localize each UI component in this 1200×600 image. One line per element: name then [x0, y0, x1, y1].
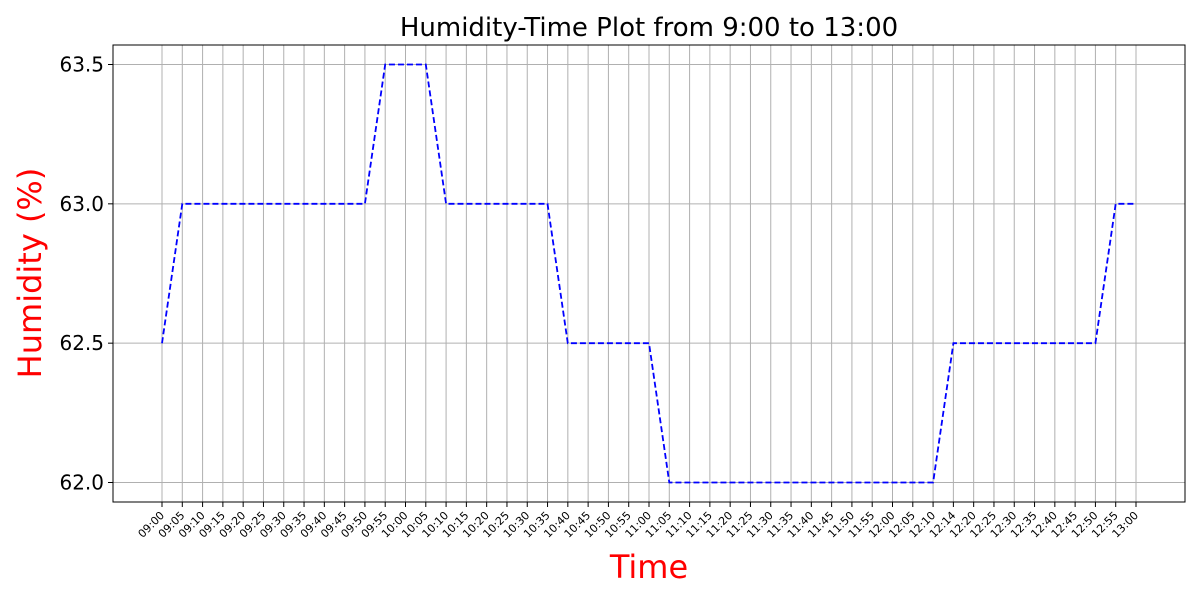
- series-line-layer: [161, 63, 1136, 484]
- y-tick-label: 62.0: [59, 470, 104, 494]
- y-axis-ticks: 62.0 62.5 63.0 63.5: [59, 53, 113, 494]
- grid: [113, 45, 1185, 502]
- chart-title: Humidity-Time Plot from 9:00 to 13:00: [400, 13, 898, 43]
- x-axis-label: Time: [609, 548, 688, 586]
- y-axis-label: Humidity (%): [11, 168, 49, 379]
- y-tick-label: 62.5: [59, 331, 104, 355]
- y-tick-label: 63.0: [59, 192, 104, 216]
- y-tick-label: 63.5: [59, 53, 104, 77]
- x-axis-ticks: 09:0009:0509:1009:1509:2009:2509:3009:35…: [136, 502, 1141, 541]
- humidity-series-line: [161, 63, 1136, 484]
